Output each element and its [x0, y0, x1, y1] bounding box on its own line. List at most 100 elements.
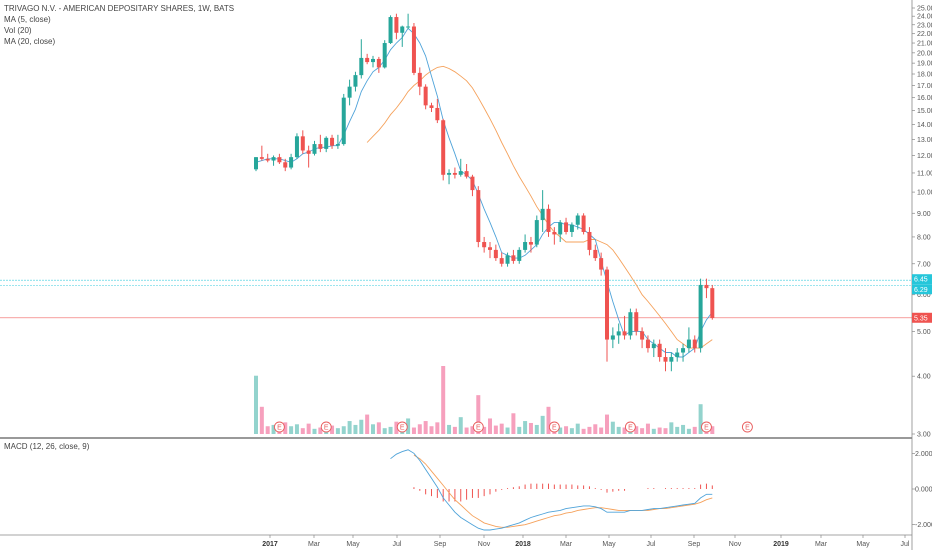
earnings-marker [472, 421, 484, 433]
time-axis-label: Mar [815, 541, 828, 548]
candle-body [523, 242, 528, 250]
earnings-marker-label: E [277, 425, 282, 432]
earnings-marker-label: E [704, 425, 709, 432]
volume-bar [265, 426, 270, 434]
earnings-marker [741, 421, 753, 433]
candle-body [558, 222, 563, 235]
time-axis[interactable]: 2017 Mar May Jul Sep Nov 2018 Mar May Jul Sep Nov 20… [262, 535, 910, 548]
time-axis-label: Jul [393, 541, 402, 548]
time-axis-label: 2019 [773, 541, 789, 548]
candle-body [376, 58, 381, 68]
time-axis-label: Nov [478, 541, 491, 548]
time-axis-label: 2017 [262, 541, 278, 548]
candle-body [692, 339, 697, 349]
candle-body [394, 17, 399, 33]
earnings-marker [396, 421, 408, 433]
time-axis-label: 2018 [515, 541, 531, 548]
candle-body [382, 43, 387, 68]
volume-bar [546, 406, 551, 434]
candle-body [488, 247, 492, 250]
candle-body [341, 97, 346, 145]
candle-body [265, 158, 270, 161]
time-axis-label: Sep [688, 541, 701, 548]
time-axis-label: Mar [560, 541, 573, 548]
legend-ma20[interactable]: MA (20, close) [4, 37, 55, 46]
price-tick-label: 13.00 [917, 137, 932, 144]
price-axis[interactable]: 25.0024.0023.00 22.00 21.00 20.00 19.00 18.00… [912, 6, 932, 439]
volume-bar [376, 422, 381, 434]
candle-body [505, 255, 510, 264]
candle-body [347, 86, 352, 98]
candle-body [464, 171, 469, 177]
volume-bar [417, 424, 422, 434]
legend-volume[interactable]: Vol (20) [4, 26, 32, 35]
legend-ma5[interactable]: MA (5, close) [4, 15, 51, 24]
candle-body [593, 249, 598, 259]
volume-bar [657, 427, 662, 434]
candle-body [452, 172, 457, 175]
volume-bar [675, 426, 680, 434]
price-tick-label: 15.00 [917, 108, 932, 115]
time-axis-label: Jul [901, 541, 910, 548]
volume-bar [534, 424, 539, 434]
volume-bar [318, 427, 323, 434]
volume-bar [587, 426, 592, 434]
volume-bar [464, 427, 469, 434]
volume-bar [341, 426, 346, 434]
legend-macd[interactable]: MACD (12, 26, close, 9) [4, 442, 90, 451]
candle-body [540, 208, 545, 221]
volume-bar [482, 426, 487, 434]
candle-body [312, 144, 317, 154]
earnings-marker [624, 421, 636, 433]
volume-bar [558, 427, 563, 434]
price-tick-label: 3.00 [917, 432, 931, 439]
earnings-marker-label: E [745, 425, 750, 432]
candle-body [686, 339, 691, 349]
volume-bar [382, 428, 387, 434]
volume-bar [312, 428, 317, 434]
price-tick-label: 6.00 [917, 292, 931, 299]
candle-body [482, 242, 487, 248]
volume-bar [359, 419, 364, 434]
candle-body [417, 72, 422, 87]
candle-body [651, 343, 656, 349]
candle-body [447, 172, 452, 175]
candle-body [528, 242, 533, 245]
volume-bar [371, 424, 375, 434]
volume-bar [710, 426, 715, 434]
volume-bar [388, 426, 393, 434]
candle-body [569, 224, 574, 232]
candle-body [698, 284, 703, 349]
candle-body [330, 137, 335, 146]
time-axis-label: May [856, 541, 870, 548]
volume-bar [634, 426, 639, 434]
price-tags: 6.45 6.29 5.35 [912, 274, 932, 323]
volume-bar [692, 426, 697, 434]
volume-bar [254, 375, 258, 434]
candle-body [493, 249, 498, 259]
volume-bar [610, 421, 615, 434]
macd-pane [390, 449, 713, 531]
time-axis-label: Sep [434, 541, 447, 548]
volume-bar [458, 417, 463, 434]
volume-bar [681, 424, 686, 434]
candle-body [476, 190, 481, 243]
volume-bar [423, 421, 428, 434]
candle-body [628, 312, 633, 336]
candle-body [675, 352, 680, 358]
candle-body [564, 222, 569, 232]
volume-bar [435, 422, 440, 434]
ma20-line [366, 65, 713, 349]
candle-body [511, 255, 516, 261]
price-tag-box [912, 284, 932, 295]
candle-body [429, 105, 434, 108]
candle-body [318, 144, 323, 149]
price-tick-label: 9.00 [917, 211, 931, 218]
volume-bar [616, 426, 621, 434]
candle-body [353, 75, 358, 87]
volume-bar [300, 428, 305, 434]
candle-body [294, 136, 299, 158]
